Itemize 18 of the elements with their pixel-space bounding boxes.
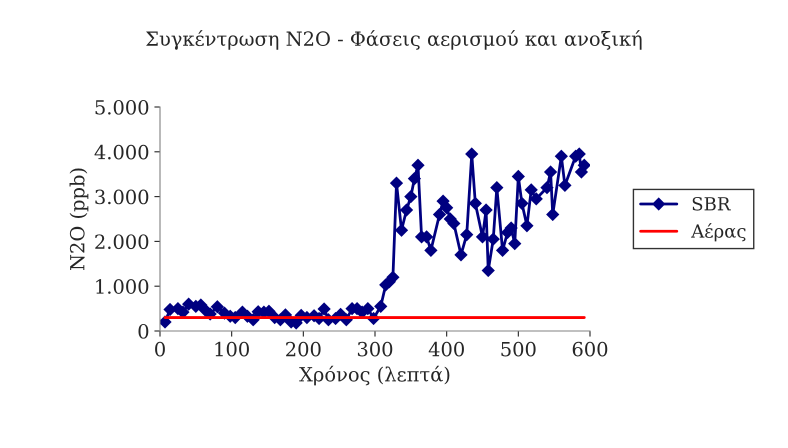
x-tick-label: 400 [428,342,464,356]
x-axis-title: Χρόνος (λεπτά) [299,366,450,386]
x-tick-label: 100 [215,342,249,356]
x-tick-label: 300 [358,342,392,356]
y-tick-label: 2.000 [95,234,148,250]
legend-label: Αέρας [691,223,746,242]
x-tick-label: 0 [155,342,165,356]
chart-title: Συγκέντρωση N2O - Φάσεις αερισμού και ανοξική [146,30,642,50]
legend-label: SBR [692,196,731,211]
x-tick-label: 200 [286,342,321,356]
y-tick-label: 0 [138,324,148,339]
x-tick-label: 500 [501,342,536,356]
y-tick-label: 3.000 [95,190,148,204]
y-axis-title: N2O (ppb) [70,168,88,270]
x-tick-label: 600 [572,342,608,356]
y-tick-label: 5.000 [96,100,148,115]
y-tick-label: 1.000 [96,279,148,294]
y-tick-label: 4.000 [94,144,148,160]
